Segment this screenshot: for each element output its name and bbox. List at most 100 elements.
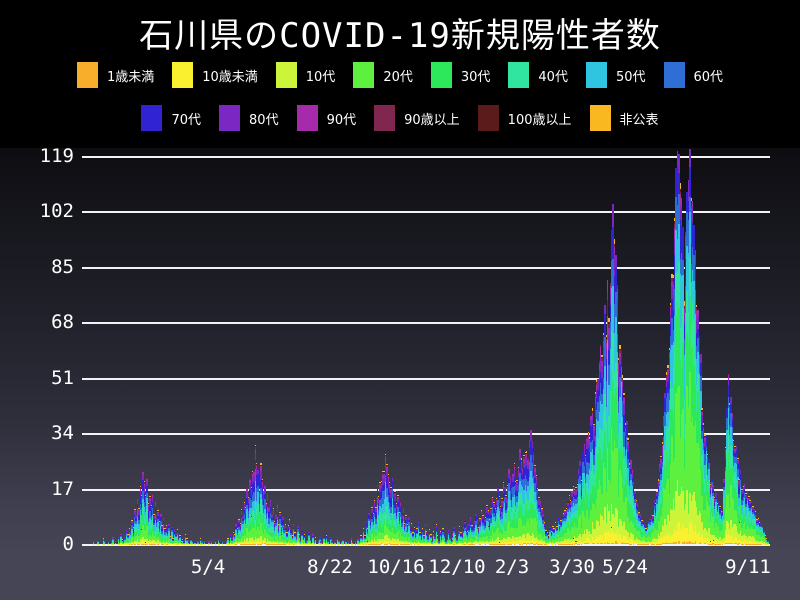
bar-segment <box>150 542 152 544</box>
bar-segment <box>513 464 516 467</box>
bar-segment <box>145 518 147 525</box>
bar-segment <box>146 539 148 542</box>
bar-segment <box>184 535 187 537</box>
bar-segment <box>161 542 163 544</box>
bar-segment <box>534 465 536 466</box>
bar-segment <box>164 528 166 530</box>
bar-segment <box>166 542 169 544</box>
bar-segment <box>623 397 625 405</box>
bar-segment <box>160 521 162 527</box>
bar-segment <box>158 531 161 536</box>
bar-segment <box>161 541 163 543</box>
bar-segment <box>166 539 169 541</box>
bar-segment <box>127 541 129 544</box>
bar-segment <box>408 517 410 520</box>
bar-segment <box>430 535 432 536</box>
bar-segment <box>458 528 461 530</box>
bar-segment <box>543 523 546 526</box>
bar-segment <box>154 532 157 541</box>
bar-segment <box>102 540 104 542</box>
bar-segment <box>147 518 150 523</box>
bar-segment <box>136 498 139 499</box>
bar-segment <box>579 461 581 466</box>
bar-segment <box>175 537 177 539</box>
legend-item[interactable]: 80代 <box>219 105 279 131</box>
bar-segment <box>345 541 347 543</box>
bar-segment <box>269 506 272 514</box>
legend-item[interactable]: 100歳以上 <box>477 105 572 131</box>
legend-item[interactable]: 70代 <box>141 105 201 131</box>
bar-segment <box>165 539 168 542</box>
legend-item[interactable]: 20代 <box>353 62 413 88</box>
bar-segment <box>128 533 131 537</box>
bar-segment <box>102 539 104 541</box>
bar-segment <box>149 541 151 544</box>
bar-column <box>151 494 154 544</box>
bar-segment <box>541 511 543 513</box>
bar-segment <box>175 541 177 544</box>
bar-segment <box>531 440 533 448</box>
bar-segment <box>214 541 217 542</box>
bar-segment <box>325 537 328 540</box>
legend-item[interactable]: 60代 <box>663 62 723 88</box>
bar-segment <box>161 526 163 529</box>
bar-segment <box>146 519 148 527</box>
bar-segment <box>621 379 624 381</box>
legend-label: 1歳未満 <box>106 69 155 85</box>
bar-column <box>201 541 203 544</box>
bar-column <box>208 541 210 544</box>
bar-segment <box>112 539 114 541</box>
bar-segment <box>447 533 450 536</box>
bar-segment <box>132 541 135 543</box>
bar-segment <box>145 496 147 498</box>
bar-segment <box>260 465 262 467</box>
bar-segment <box>342 542 344 544</box>
bar-segment <box>169 538 172 540</box>
legend-item[interactable]: 10代 <box>275 62 335 88</box>
legend-item[interactable]: 10歳未満 <box>172 62 258 88</box>
bar-segment <box>154 502 157 505</box>
legend-item[interactable]: 非公表 <box>589 105 659 131</box>
legend-item[interactable]: 30代 <box>430 62 490 88</box>
bar-segment <box>417 524 420 527</box>
bar-segment <box>386 463 388 465</box>
bar-segment <box>135 520 137 525</box>
bar-segment <box>129 532 132 536</box>
bar-segment <box>541 508 543 510</box>
bar-segment <box>164 535 166 539</box>
bar-segment <box>127 534 129 536</box>
bar-segment <box>161 533 163 536</box>
bar-segment <box>179 537 181 539</box>
bar-segment <box>464 522 466 525</box>
bar-segment <box>168 524 170 527</box>
bar-segment <box>161 530 163 534</box>
bar-segment <box>140 495 143 497</box>
bar-segment <box>129 538 132 541</box>
bar-segment <box>131 528 133 532</box>
bar-segment <box>454 535 457 537</box>
legend-item[interactable]: 40代 <box>508 62 568 88</box>
bar-segment <box>138 507 140 509</box>
bar-segment <box>439 532 442 534</box>
bar-segment <box>154 522 157 527</box>
legend-item[interactable]: 50代 <box>585 62 646 88</box>
bar-segment <box>331 541 333 543</box>
bar-segment <box>424 526 427 529</box>
legend-item[interactable]: 1歳未満 <box>76 62 155 88</box>
bar-segment <box>166 535 169 538</box>
bar-segment <box>142 471 144 476</box>
legend-item[interactable]: 90代 <box>296 105 356 131</box>
bar-segment <box>160 542 162 544</box>
bar-segment <box>156 543 158 544</box>
bar-segment <box>493 503 495 504</box>
bar-segment <box>243 501 246 503</box>
bar-segment <box>620 350 623 367</box>
bar-segment <box>151 495 154 499</box>
legend-item[interactable]: 90歳以上 <box>374 105 460 131</box>
bar-column <box>125 530 128 544</box>
bar-segment <box>153 516 155 519</box>
bar-segment <box>110 542 113 543</box>
legend-swatch-icon <box>477 105 499 131</box>
bar-segment <box>246 488 248 490</box>
bar-segment <box>120 539 122 542</box>
